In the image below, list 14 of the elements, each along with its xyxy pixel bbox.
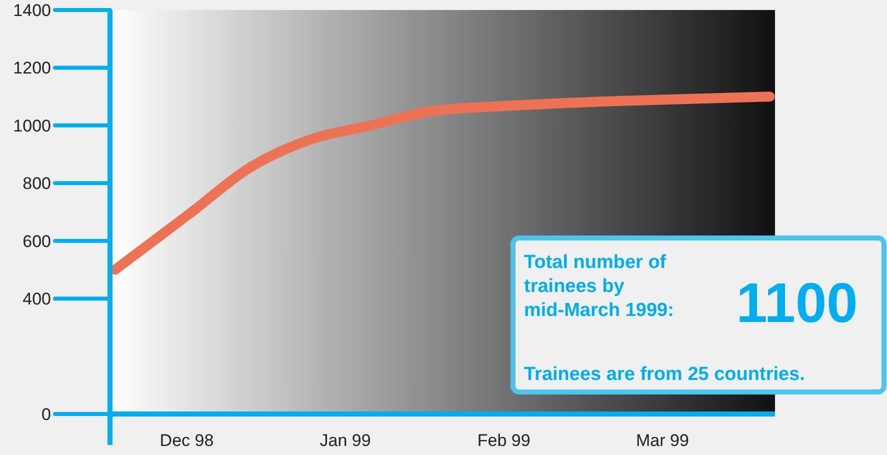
annotation: Total number of trainees by mid-March 1999:: [524, 252, 674, 321]
y-tick-label: 1000: [13, 116, 51, 136]
y-tick-label: 0: [42, 404, 51, 424]
x-tick-label: Feb 99: [477, 431, 530, 450]
y-tick-label: 600: [22, 232, 51, 251]
x-tick-label: Dec 98: [160, 431, 214, 450]
y-tick-label: 800: [22, 174, 51, 194]
x-tick-label: Jan 99: [320, 431, 371, 450]
annotation: 1100: [736, 271, 858, 334]
x-tick-label: Mar 99: [636, 431, 689, 450]
y-tick-label: 1400: [13, 0, 51, 20]
y-tick-label: 1200: [13, 58, 51, 78]
annotation: Trainees are from 25 countries.: [524, 364, 805, 385]
y-tick-label: 400: [22, 290, 51, 309]
